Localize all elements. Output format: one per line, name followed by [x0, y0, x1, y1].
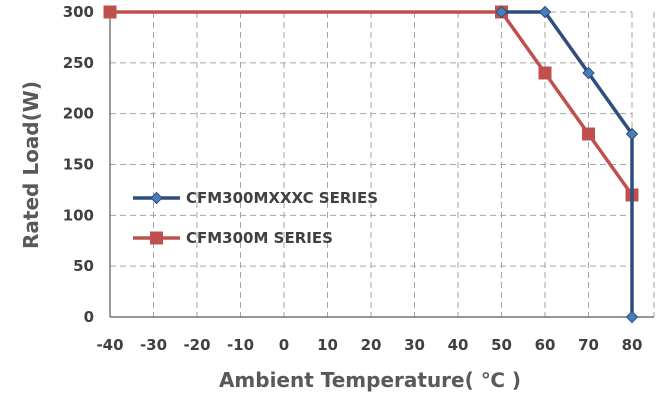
- data-point: [538, 5, 552, 19]
- data-point: [582, 127, 595, 141]
- legend-marker: [150, 191, 163, 205]
- axes: [109, 12, 654, 318]
- x-tick-label: 20: [361, 336, 382, 354]
- x-tick-label: 70: [578, 336, 599, 354]
- legend-item-0: CFM300MXXXC SERIES: [133, 189, 378, 207]
- x-tick-label: 10: [317, 336, 338, 354]
- data-point: [495, 5, 508, 19]
- data-point: [103, 5, 117, 19]
- grid: [110, 11, 655, 317]
- x-tick-label: 80: [622, 336, 643, 354]
- legend-marker: [150, 231, 163, 245]
- x-tick-label: -30: [140, 336, 167, 354]
- legend-label: CFM300M SERIES: [186, 229, 333, 247]
- data-point: [625, 127, 639, 141]
- y-axis-title: Rated Load(W): [19, 81, 43, 249]
- x-tick-label: -20: [183, 336, 210, 354]
- data-point: [625, 310, 639, 324]
- y-tick-label: 0: [84, 308, 94, 326]
- x-tick-label: 0: [279, 336, 289, 354]
- y-tick-labels: 0 50 100 150 200 250 300: [63, 3, 94, 326]
- x-tick-label: 50: [491, 336, 512, 354]
- y-tick-label: 100: [63, 206, 94, 224]
- data-point: [538, 66, 552, 80]
- y-tick-label: 200: [63, 105, 94, 123]
- series-layer: [103, 5, 639, 324]
- x-tick-label: 40: [448, 336, 469, 354]
- x-tick-label: 60: [535, 336, 556, 354]
- x-tick-labels: -40 -30 -20 -10 0 10 20 30 40 50 60 70 80: [96, 336, 642, 354]
- y-tick-label: 300: [63, 3, 94, 21]
- x-tick-label: -10: [227, 336, 254, 354]
- x-axis-title: Ambient Temperature( ℃ ): [219, 368, 521, 392]
- legend-label: CFM300MXXXC SERIES: [186, 189, 378, 207]
- y-tick-label: 50: [73, 257, 94, 275]
- legend-item-1: CFM300M SERIES: [133, 229, 333, 247]
- legend: CFM300MXXXC SERIES CFM300M SERIES: [133, 189, 378, 247]
- series-0: [495, 5, 639, 324]
- x-tick-label: 30: [404, 336, 425, 354]
- y-tick-label: 250: [63, 54, 94, 72]
- x-tick-label: -40: [96, 336, 123, 354]
- y-tick-label: 150: [63, 156, 94, 174]
- data-point: [582, 66, 595, 80]
